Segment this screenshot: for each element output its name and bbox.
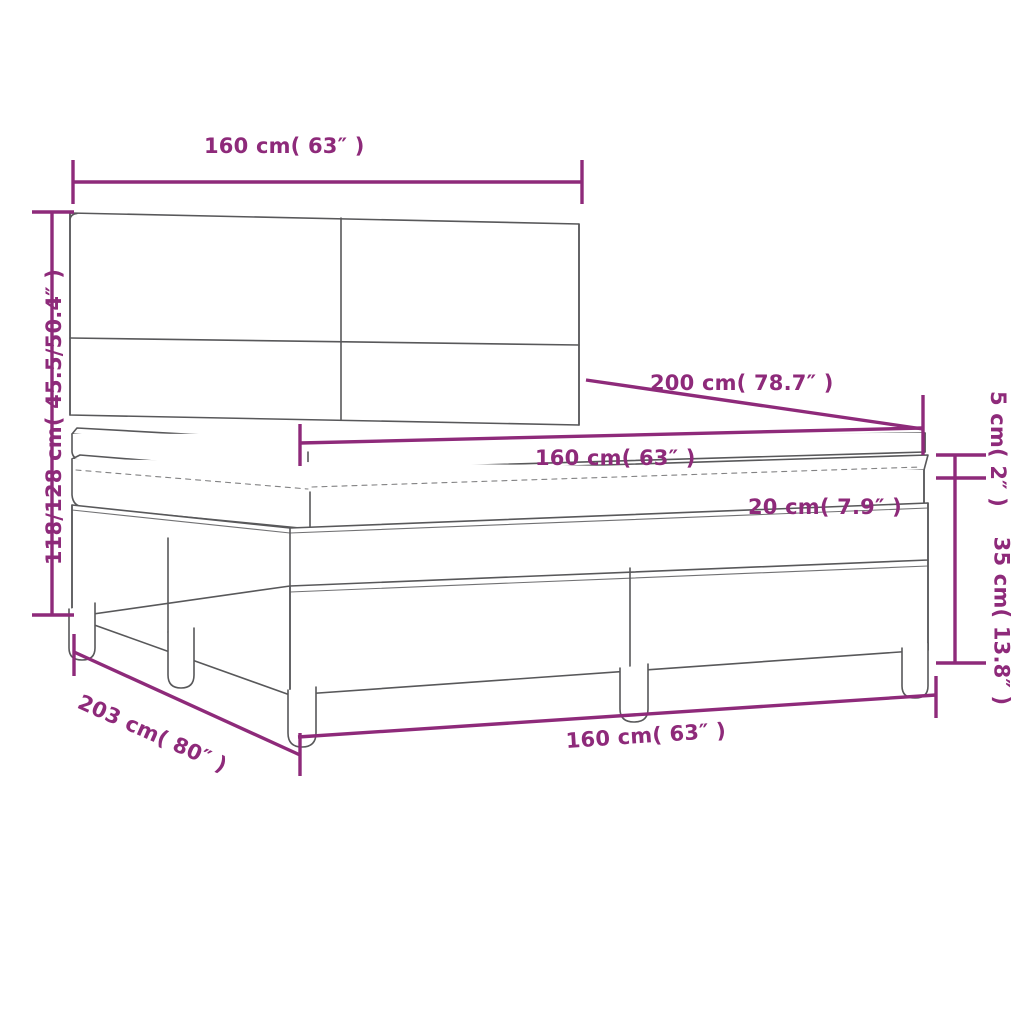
- dim-line-overall-length: [72, 634, 302, 776]
- label-headboard-width: 160 cm( 63″ ): [204, 134, 365, 158]
- label-mattress-width: 160 cm( 63″ ): [535, 446, 696, 470]
- label-mattress-thickness: 20 cm( 7.9″ ): [748, 495, 902, 519]
- dim-line-total-height: [32, 210, 74, 617]
- dim-line-topper-thickness: [936, 453, 986, 480]
- mattress-topper-shape: [71, 427, 926, 471]
- support-legs: [68, 602, 929, 748]
- label-total-height: 118/128 cm( 45.5/50.4″ ): [42, 268, 66, 566]
- box-spring-base-shape: [71, 502, 929, 696]
- label-base-height: 35 cm( 13.8″ ): [989, 536, 1014, 706]
- dim-line-bed-length: [585, 378, 925, 455]
- dim-line-base-height: [936, 478, 986, 665]
- dim-line-headboard-width: [71, 160, 584, 204]
- dim-line-base-width: [297, 676, 938, 739]
- headboard-shape: [69, 212, 580, 426]
- dim-line-mattress-width: [298, 424, 923, 466]
- label-bed-length: 200 cm( 78.7″ ): [650, 371, 834, 395]
- label-topper-thickness: 5 cm( 2″ ): [986, 390, 1010, 508]
